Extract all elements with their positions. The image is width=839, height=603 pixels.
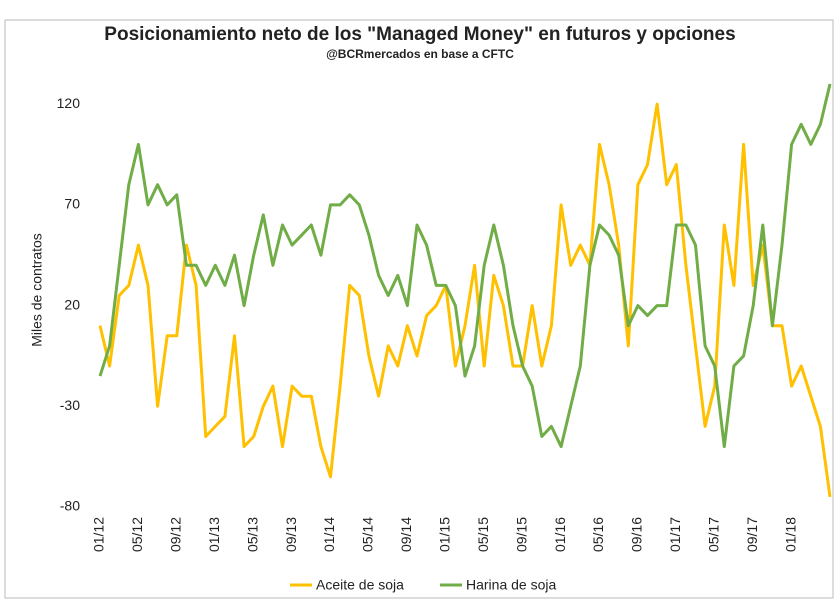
x-tick-label: 01/13	[206, 517, 222, 552]
x-tick-label: 01/18	[782, 517, 798, 552]
y-tick-label: -80	[60, 498, 80, 514]
x-tick-label: 05/12	[129, 517, 145, 552]
line-series	[98, 83, 832, 449]
chart-subtitle: @BCRmercados en base a CFTC	[326, 47, 514, 61]
x-tick-label: 01/16	[552, 517, 568, 552]
y-tick-label: 120	[57, 95, 81, 111]
legend: Aceite de soja Harina de soja	[290, 577, 556, 593]
x-tick-label: 09/14	[398, 517, 414, 552]
x-tick-label: 01/12	[91, 517, 107, 552]
x-tick-label: 05/14	[360, 517, 376, 552]
line-series	[98, 102, 832, 498]
x-tick-label: 01/17	[667, 517, 683, 552]
chart-title: Posicionamiento neto de los "Managed Mon…	[104, 24, 735, 45]
x-tick-label: 09/16	[629, 517, 645, 552]
x-tick-label: 09/15	[513, 517, 529, 552]
legend-label: Harina de soja	[466, 577, 556, 593]
y-tick-label: 20	[64, 296, 80, 312]
y-tick-label: -30	[60, 397, 80, 413]
x-tick-label: 01/15	[436, 517, 452, 552]
y-axis-label: Miles de contratos	[29, 233, 45, 347]
x-tick-label: 05/17	[705, 517, 721, 552]
x-tick-label: 01/14	[321, 517, 337, 552]
x-tick-label: 09/17	[744, 517, 760, 552]
x-tick-label: 05/16	[590, 517, 606, 552]
x-tick-label: 09/12	[168, 517, 184, 552]
x-tick-label: 09/13	[283, 517, 299, 552]
legend-label: Aceite de soja	[316, 577, 404, 593]
y-tick-label: 70	[64, 196, 80, 212]
chart-frame	[4, 19, 834, 599]
x-tick-label: 05/15	[475, 517, 491, 552]
x-tick-label: 05/13	[244, 517, 260, 552]
